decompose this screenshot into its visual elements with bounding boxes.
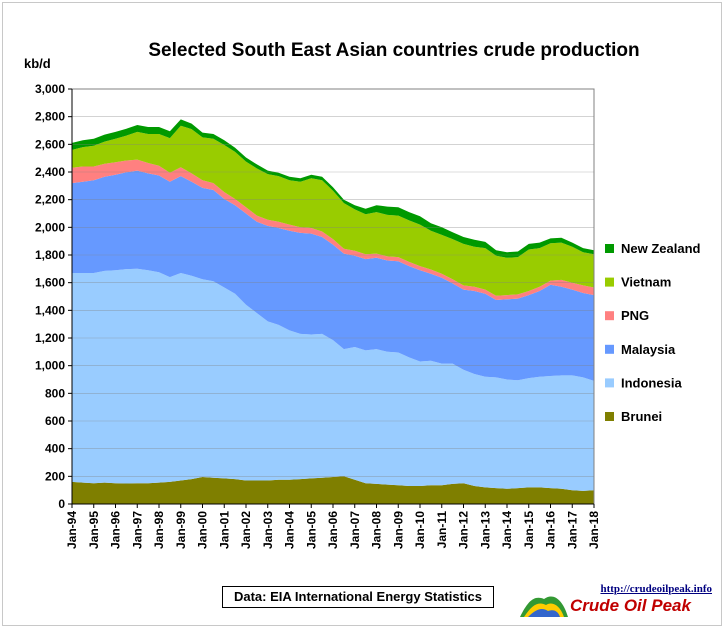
area-vietnam	[72, 125, 594, 296]
x-tick-label: Jan-00	[196, 511, 210, 549]
x-tick-label: Jan-02	[239, 511, 253, 549]
legend-label: Vietnam	[621, 275, 671, 290]
x-tick-label: Jan-14	[500, 511, 514, 549]
area-malaysia	[72, 170, 594, 381]
x-tick-label: Jan-05	[304, 511, 318, 549]
x-tick-label: Jan-10	[413, 511, 427, 549]
area-png	[72, 159, 594, 300]
y-tick-label: 2,200	[35, 193, 65, 207]
y-tick-label: 1,000	[35, 359, 65, 373]
y-tick-label: 2,400	[35, 165, 65, 179]
chart-title: Selected South East Asian countries crud…	[148, 40, 639, 61]
y-tick-label: 400	[45, 442, 65, 456]
brand-logo-block: http://crudeoilpeak.info Crude Oil Peak	[518, 583, 714, 617]
y-tick-label: 1,200	[35, 331, 65, 345]
x-tick-label: Jan-06	[326, 511, 340, 549]
legend-swatch	[605, 244, 614, 253]
legend-swatch	[605, 344, 614, 354]
x-tick-label: Jan-01	[217, 511, 231, 549]
x-tick-label: Jan-96	[109, 511, 123, 549]
x-tick-label: Jan-97	[130, 511, 144, 549]
legend-label: New Zealand	[621, 241, 701, 256]
x-tick-label: Jan-17	[565, 511, 579, 549]
y-tick-label: 2,800	[35, 110, 65, 124]
brand-url-link[interactable]: http://crudeoilpeak.info	[600, 583, 712, 595]
legend-swatch	[605, 378, 614, 388]
legend-swatch	[605, 311, 614, 321]
area-new-zealand	[72, 119, 594, 258]
legend-swatch	[605, 412, 614, 421]
area-indonesia	[72, 268, 594, 491]
legend-swatch	[605, 277, 614, 287]
y-tick-label: 0	[58, 497, 65, 511]
x-axis-ticks: Jan-94 Jan-95 Jan-96 Jan-97 Jan-98 Jan-99 Jan-…	[65, 504, 601, 549]
gridlines	[72, 88, 594, 477]
source-note: Data: EIA International Energy Statistic…	[222, 586, 494, 608]
y-tick-label: 2,000	[35, 220, 65, 234]
y-tick-label: 1,800	[35, 248, 65, 262]
x-tick-label: Jan-98	[152, 511, 166, 549]
x-tick-label: Jan-95	[87, 511, 101, 549]
legend-label: Indonesia	[621, 375, 682, 390]
x-tick-label: Jan-11	[435, 511, 449, 549]
brand-name: Crude Oil Peak	[570, 596, 691, 615]
x-tick-label: Jan-03	[261, 511, 275, 549]
x-tick-label: Jan-08	[370, 511, 384, 549]
x-tick-label: Jan-09	[391, 511, 405, 549]
crude-oil-peak-logo-icon	[520, 596, 568, 617]
y-axis-ticks: 0 200 400 600 800 1,000 1,200 1,400 1,600 1,800 2,…	[35, 82, 72, 511]
y-axis-unit: kb/d	[24, 56, 51, 71]
x-tick-label: Jan-18	[587, 511, 601, 549]
x-tick-label: Jan-13	[478, 511, 492, 549]
legend-label: PNG	[621, 308, 649, 323]
series-areas	[72, 119, 594, 504]
y-tick-label: 1,400	[35, 303, 65, 317]
y-tick-label: 2,600	[35, 137, 65, 151]
area-brunei	[72, 476, 594, 504]
y-tick-label: 1,600	[35, 276, 65, 290]
legend-label: Malaysia	[621, 342, 676, 357]
y-tick-label: 600	[45, 414, 65, 428]
x-tick-label: Jan-04	[283, 511, 297, 549]
x-tick-label: Jan-16	[544, 511, 558, 549]
x-tick-label: Jan-99	[174, 511, 188, 549]
y-tick-label: 800	[45, 386, 65, 400]
legend-label: Brunei	[621, 409, 662, 424]
x-tick-label: Jan-12	[457, 511, 471, 549]
x-tick-label: Jan-07	[348, 511, 362, 549]
x-tick-label: Jan-94	[65, 511, 79, 549]
legend: New Zealand Vietnam PNG Malaysia Indonesia Br…	[605, 241, 701, 424]
y-tick-label: 3,000	[35, 82, 65, 96]
y-tick-label: 200	[45, 469, 65, 483]
x-tick-label: Jan-15	[522, 511, 536, 549]
